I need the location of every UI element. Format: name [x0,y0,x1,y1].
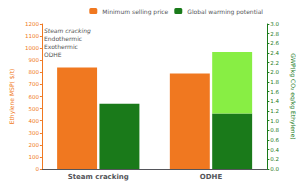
svg-text:1.8: 1.8 [270,79,279,85]
svg-text:500: 500 [28,106,39,112]
svg-text:2.4: 2.4 [270,50,279,56]
svg-text:GWP(kg CO₂ eq/kg Ethylene): GWP(kg CO₂ eq/kg Ethylene) [289,53,297,139]
svg-text:2.0: 2.0 [270,69,279,75]
svg-text:600: 600 [28,94,39,100]
svg-text:1.0: 1.0 [270,118,279,124]
svg-text:Steam cracking: Steam cracking [68,173,129,181]
svg-text:700: 700 [28,81,39,87]
svg-text:ODHE: ODHE [44,51,62,58]
svg-text:1.2: 1.2 [270,108,279,114]
svg-text:900: 900 [28,57,39,63]
svg-text:3.0: 3.0 [270,21,279,27]
svg-text:2.6: 2.6 [270,40,279,46]
svg-text:0.2: 0.2 [270,156,279,162]
svg-text:1000: 1000 [25,45,39,51]
svg-text:Global warming potential: Global warming potential [187,8,263,16]
svg-text:2.8: 2.8 [270,31,279,37]
svg-text:0.4: 0.4 [270,147,279,153]
svg-text:Exothermic: Exothermic [44,43,78,50]
svg-text:100: 100 [28,154,39,160]
svg-text:1100: 1100 [25,33,39,39]
svg-text:Steam cracking: Steam cracking [44,27,91,35]
svg-text:300: 300 [28,130,39,136]
svg-text:ODHE: ODHE [200,173,223,181]
svg-text:2.2: 2.2 [270,60,279,66]
svg-text:1.6: 1.6 [270,89,279,95]
svg-text:Ethylene MSP( $/t): Ethylene MSP( $/t) [8,69,16,125]
svg-text:1200: 1200 [25,21,39,27]
svg-text:1.4: 1.4 [270,98,279,104]
svg-text:400: 400 [28,118,39,124]
svg-text:0.0: 0.0 [270,166,279,172]
svg-text:0: 0 [35,166,39,172]
svg-text:Endothermic: Endothermic [44,35,82,42]
svg-text:0.6: 0.6 [270,137,279,143]
svg-text:800: 800 [28,69,39,75]
svg-text:200: 200 [28,142,39,148]
svg-text:0.8: 0.8 [270,127,279,133]
svg-text:Minimum selling price: Minimum selling price [102,8,168,16]
